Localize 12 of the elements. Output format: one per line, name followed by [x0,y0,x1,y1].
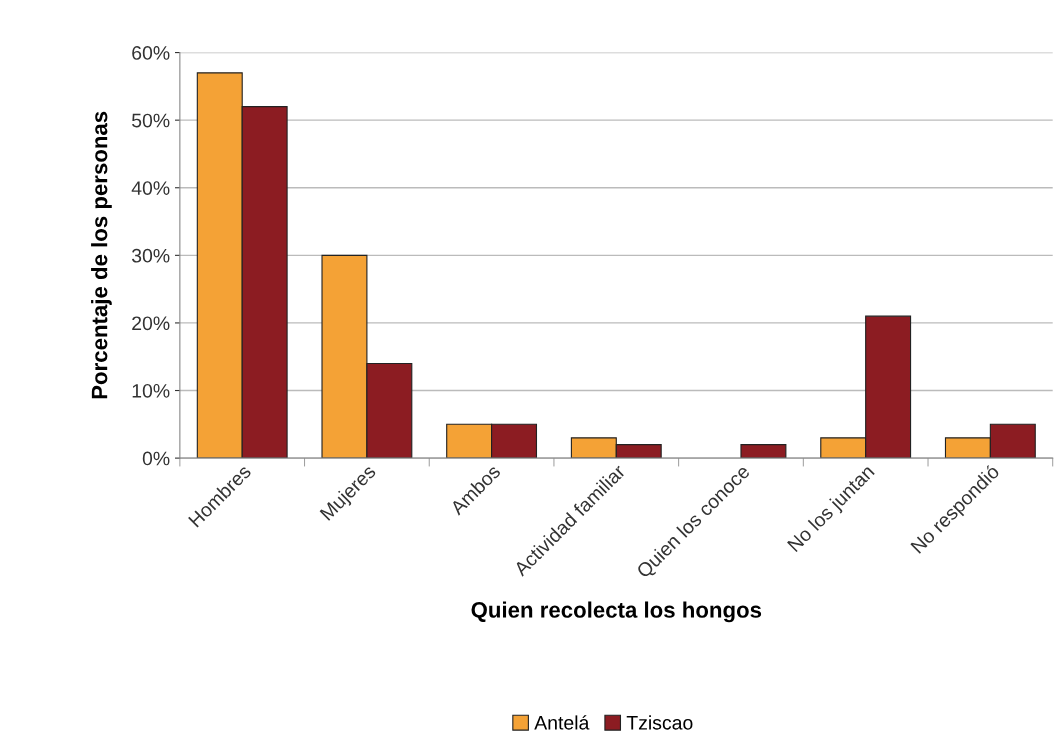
x-axis-title: Quien recolecta los hongos [471,601,762,623]
bar [740,444,787,459]
legend-label: Tziscao [626,715,693,730]
y-tick-label: 30% [131,248,170,263]
y-tick-label: 60% [132,46,170,60]
y-tick-label: 20% [132,316,170,331]
y-axis-title: Porcentaje de los personas [91,111,112,399]
y-tick-label: 50% [132,113,170,128]
y-tick-label: 40% [131,181,170,195]
legend-label: Antelá [534,715,590,730]
y-tick-label: 10% [132,383,170,398]
y-tick-label: 0% [142,451,170,466]
